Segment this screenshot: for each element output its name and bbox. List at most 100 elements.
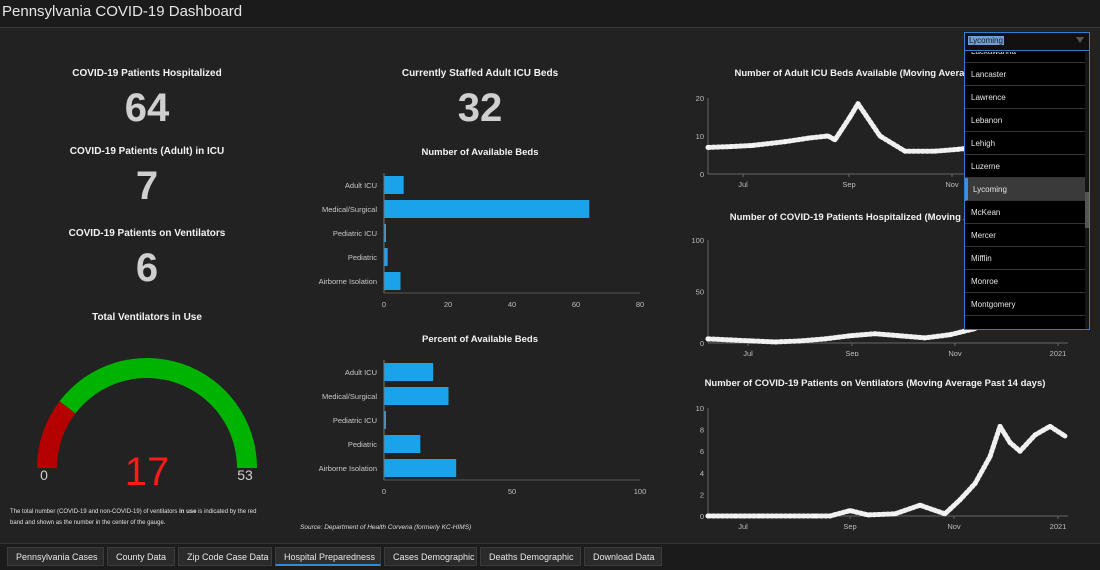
- county-dropdown[interactable]: Lycoming LackawannaLancasterLawrenceLeba…: [964, 32, 1090, 330]
- county-option[interactable]: McKean: [965, 201, 1085, 224]
- data-point[interactable]: [727, 144, 733, 150]
- data-point[interactable]: [877, 133, 883, 139]
- data-point[interactable]: [727, 337, 733, 343]
- series-line: [705, 326, 978, 345]
- data-point[interactable]: [947, 332, 953, 338]
- county-dropdown-value[interactable]: Lycoming: [968, 36, 1004, 45]
- chevron-down-icon[interactable]: [1076, 37, 1084, 43]
- y-tick-label: 2: [700, 490, 704, 499]
- county-option[interactable]: Lawrence: [965, 86, 1085, 109]
- x-tick-label: Sep: [845, 349, 858, 356]
- county-list-scrollbar[interactable]: [1085, 52, 1089, 329]
- scrollbar-thumb[interactable]: [1085, 192, 1089, 228]
- data-point[interactable]: [847, 508, 853, 513]
- data-point[interactable]: [1017, 448, 1023, 454]
- data-point[interactable]: [987, 454, 993, 459]
- county-option[interactable]: Monroe: [965, 270, 1085, 293]
- x-tick-label: Jul: [738, 522, 748, 531]
- data-point[interactable]: [1047, 423, 1053, 429]
- tab-county-data[interactable]: County Data: [107, 547, 175, 566]
- data-point[interactable]: [957, 497, 963, 503]
- bar[interactable]: [384, 176, 404, 194]
- y-tick-label: 20: [696, 94, 704, 103]
- tab-zip-code-case-data[interactable]: Zip Code Case Data: [178, 547, 272, 566]
- bar[interactable]: [384, 387, 449, 405]
- bar[interactable]: [384, 272, 401, 290]
- bar[interactable]: [384, 435, 421, 453]
- data-point[interactable]: [847, 114, 853, 120]
- gauge-max-label: 53: [237, 467, 253, 483]
- bar[interactable]: [384, 363, 434, 381]
- data-point[interactable]: [822, 336, 828, 342]
- data-point[interactable]: [932, 148, 938, 154]
- data-point[interactable]: [847, 333, 853, 339]
- ventilator-patients-title: COVID-19 Patients on Ventilators: [68, 228, 226, 239]
- data-point[interactable]: [787, 513, 793, 519]
- x-tick-label: 100: [634, 487, 647, 496]
- bar[interactable]: [384, 200, 590, 218]
- data-point[interactable]: [897, 333, 903, 339]
- data-point[interactable]: [872, 331, 878, 337]
- x-tick-label: Jul: [738, 180, 748, 189]
- hospitalized-value: 64: [124, 86, 170, 130]
- data-point[interactable]: [812, 513, 818, 519]
- data-point[interactable]: [782, 139, 788, 145]
- bar[interactable]: [384, 224, 387, 242]
- data-point[interactable]: [922, 335, 928, 341]
- x-tick-label: 60: [572, 300, 580, 309]
- county-dropdown-header[interactable]: Lycoming: [965, 33, 1089, 51]
- hospitalized-trend-chart: Number of COVID-19 Patients Hospitalized…: [691, 212, 1068, 356]
- data-point[interactable]: [1032, 432, 1038, 438]
- county-option[interactable]: Lancaster: [965, 63, 1085, 86]
- county-option[interactable]: Mifflin: [965, 247, 1085, 270]
- county-option[interactable]: Lebanon: [965, 109, 1085, 132]
- bar[interactable]: [384, 459, 457, 477]
- data-point[interactable]: [732, 513, 738, 519]
- county-option[interactable]: Lehigh: [965, 132, 1085, 155]
- data-point[interactable]: [797, 338, 803, 344]
- bar[interactable]: [384, 411, 387, 429]
- county-option[interactable]: Mercer: [965, 224, 1085, 247]
- data-point[interactable]: [942, 511, 948, 517]
- category-label: Adult ICU: [345, 181, 377, 190]
- hospitalized-title: COVID-19 Patients Hospitalized: [72, 68, 222, 79]
- county-option[interactable]: Lycoming: [965, 178, 1085, 201]
- data-point[interactable]: [825, 133, 831, 139]
- data-point[interactable]: [917, 502, 923, 508]
- gauge-red-band: [37, 401, 76, 468]
- data-point[interactable]: [955, 146, 961, 152]
- tab-pennsylvania-cases[interactable]: Pennsylvania Cases: [7, 547, 104, 566]
- data-point[interactable]: [705, 336, 711, 342]
- category-label: Medical/Surgical: [322, 205, 377, 214]
- tab-deaths-demographic[interactable]: Deaths Demographic: [480, 547, 581, 566]
- data-point[interactable]: [705, 513, 711, 519]
- data-point[interactable]: [832, 137, 838, 143]
- data-point[interactable]: [749, 338, 755, 344]
- tab-hospital-preparedness[interactable]: Hospital Preparedness: [275, 547, 381, 566]
- data-point[interactable]: [757, 513, 763, 519]
- data-point[interactable]: [892, 511, 898, 517]
- data-point[interactable]: [972, 481, 978, 486]
- data-point[interactable]: [997, 423, 1003, 429]
- ventilators-trend-chart: Number of COVID-19 Patients on Ventilato…: [696, 378, 1068, 531]
- data-point[interactable]: [772, 339, 778, 345]
- county-option[interactable]: Montgomery: [965, 293, 1085, 316]
- bar[interactable]: [384, 248, 388, 266]
- gauge-note-bold: in use: [179, 509, 197, 515]
- data-point[interactable]: [855, 101, 861, 107]
- data-point[interactable]: [1007, 440, 1013, 445]
- data-point[interactable]: [807, 135, 813, 141]
- ventilator-gauge: 0 53 17: [37, 358, 258, 494]
- tab-download-data[interactable]: Download Data: [584, 547, 662, 566]
- icu-beds-value: 32: [457, 86, 503, 130]
- data-point[interactable]: [749, 143, 755, 148]
- county-option[interactable]: Luzerne: [965, 155, 1085, 178]
- data-point[interactable]: [705, 145, 711, 150]
- data-point[interactable]: [1062, 433, 1068, 439]
- county-option[interactable]: Lackawanna: [965, 52, 1085, 63]
- data-point[interactable]: [827, 513, 833, 519]
- data-point[interactable]: [902, 148, 908, 154]
- data-point[interactable]: [865, 512, 871, 518]
- tab-cases-demographic[interactable]: Cases Demographic: [384, 547, 477, 566]
- category-label: Pediatric: [348, 440, 377, 449]
